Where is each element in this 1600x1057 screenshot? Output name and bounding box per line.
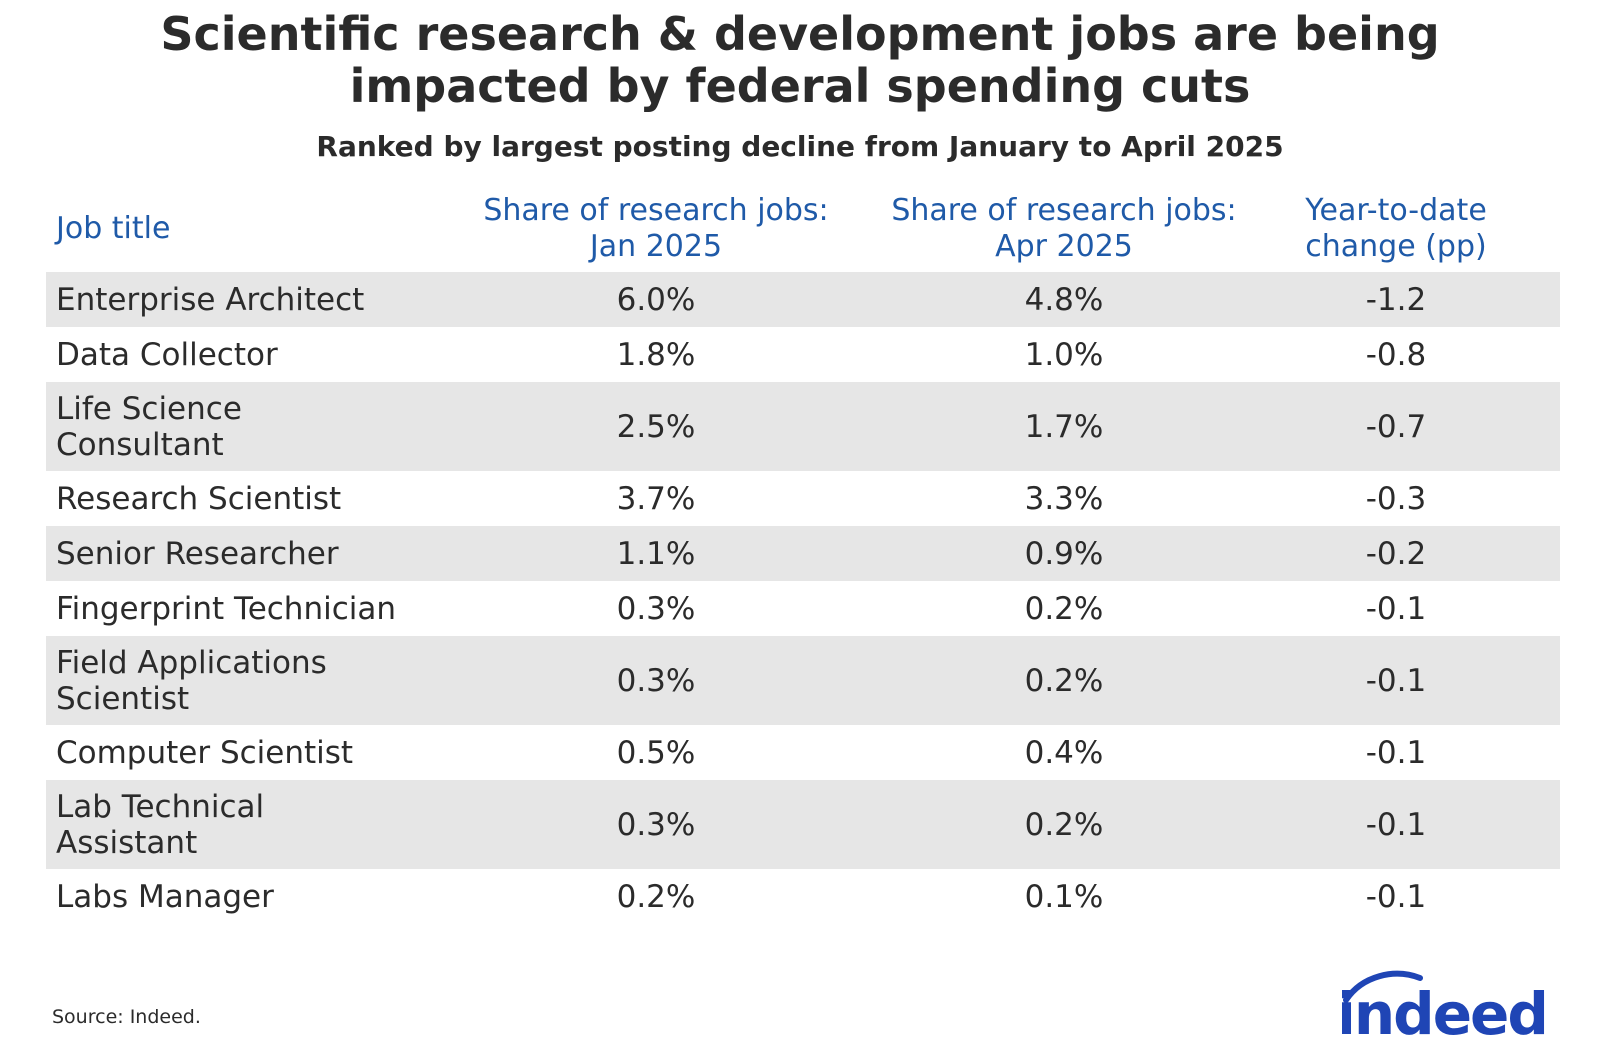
apr-share-cell: 1.0%: [1024, 336, 1104, 373]
table-row: Data Collector 1.8% 1.0% -0.8: [46, 327, 1560, 382]
apr-share-cell: 0.2%: [1024, 590, 1104, 627]
ytd-change-cell: -1.2: [1365, 281, 1427, 318]
job-title-cell: Senior Researcher: [56, 535, 339, 572]
table-row: Fingerprint Technician 0.3% 0.2% -0.1: [46, 581, 1560, 636]
chart-subtitle: Ranked by largest posting decline from J…: [316, 130, 1284, 163]
apr-share-cell: 0.2%: [1024, 806, 1104, 843]
jan-share-cell: 3.7%: [616, 480, 696, 517]
jan-share-cell: 0.5%: [616, 734, 696, 771]
job-title-cell: Enterprise Architect: [56, 281, 365, 318]
chart-title-line-1: Scientific research & development jobs a…: [160, 7, 1440, 61]
apr-share-cell: 4.8%: [1024, 281, 1104, 318]
ytd-change-cell: -0.1: [1365, 878, 1427, 915]
job-title-cell: Field Applications Scientist: [56, 644, 327, 717]
column-header-jan-share-text: Share of research jobs: Jan 2025: [483, 193, 829, 264]
apr-share-cell: 1.7%: [1024, 408, 1104, 445]
indeed-logo-arc: [1343, 970, 1423, 1003]
apr-share-cell: 3.3%: [1024, 480, 1104, 517]
jan-share-cell: 0.3%: [616, 662, 696, 699]
ytd-change-cell: -0.1: [1365, 590, 1427, 627]
chart-title-line-2: impacted by federal spending cuts: [349, 59, 1251, 113]
jan-share-cell: 1.8%: [616, 336, 696, 373]
ytd-change-cell: -0.2: [1365, 535, 1427, 572]
ytd-change-cell: -0.1: [1365, 806, 1427, 843]
ytd-change-cell: -0.7: [1365, 408, 1427, 445]
apr-share-cell: 0.2%: [1024, 662, 1104, 699]
table-header-row: Job title Share of research jobs: Jan 20…: [46, 186, 1560, 272]
source-note: Source: Indeed.: [52, 1006, 201, 1028]
apr-share-cell: 0.4%: [1024, 734, 1104, 771]
ytd-change-cell: -0.1: [1365, 662, 1427, 699]
job-title-cell: Lab Technical Assistant: [56, 788, 265, 861]
table-row: Life Science Consultant 2.5% 1.7% -0.7: [46, 382, 1560, 471]
table-row: Senior Researcher 1.1% 0.9% -0.2: [46, 526, 1560, 581]
jan-share-cell: 1.1%: [616, 535, 696, 572]
table-row: Research Scientist 3.7% 3.3% -0.3: [46, 471, 1560, 526]
jan-share-cell: 0.3%: [616, 806, 696, 843]
job-title-cell: Data Collector: [56, 336, 278, 373]
apr-share-cell: 0.1%: [1024, 878, 1104, 915]
table-body: Enterprise Architect 6.0% 4.8% -1.2 Data Col…: [46, 272, 1560, 924]
column-header-ytd-change-text: Year-to-date change (pp): [1305, 193, 1487, 264]
job-title-cell: Fingerprint Technician: [56, 590, 397, 627]
apr-share-cell: 0.9%: [1024, 535, 1104, 572]
column-header-job-title: Job title: [56, 211, 171, 246]
job-title-cell: Research Scientist: [56, 480, 342, 517]
job-title-cell: Life Science Consultant: [56, 390, 242, 463]
column-header-jan-share: Share of research jobs: Jan 2025: [436, 186, 876, 272]
job-title-cell: Computer Scientist: [56, 734, 354, 771]
column-header-apr-share: Share of research jobs: Apr 2025: [844, 186, 1284, 272]
job-title-cell: Labs Manager: [56, 878, 274, 915]
jan-share-cell: 0.3%: [616, 590, 696, 627]
jan-share-cell: 2.5%: [616, 408, 696, 445]
ytd-change-cell: -0.3: [1365, 480, 1427, 517]
data-table: Job title Share of research jobs: Jan 20…: [46, 186, 1560, 924]
ytd-change-cell: -0.1: [1365, 734, 1427, 771]
table-row: Labs Manager 0.2% 0.1% -0.1: [46, 869, 1560, 924]
table-row: Lab Technical Assistant 0.3% 0.2% -0.1: [46, 780, 1560, 869]
table-row: Computer Scientist 0.5% 0.4% -0.1: [46, 725, 1560, 780]
table-row: Field Applications Scientist 0.3% 0.2% -0.1: [46, 636, 1560, 725]
ytd-change-cell: -0.8: [1365, 336, 1427, 373]
chart-title: Scientific research & development jobs a…: [0, 8, 1600, 112]
table-row: Enterprise Architect 6.0% 4.8% -1.2: [46, 272, 1560, 327]
indeed-logo: indeed: [1342, 970, 1549, 1040]
indeed-logo-wordmark: indeed: [1342, 980, 1547, 1040]
jan-share-cell: 6.0%: [616, 281, 696, 318]
jan-share-cell: 0.2%: [616, 878, 696, 915]
column-header-ytd-change: Year-to-date change (pp): [1226, 186, 1566, 272]
column-header-apr-share-text: Share of research jobs: Apr 2025: [891, 193, 1237, 264]
